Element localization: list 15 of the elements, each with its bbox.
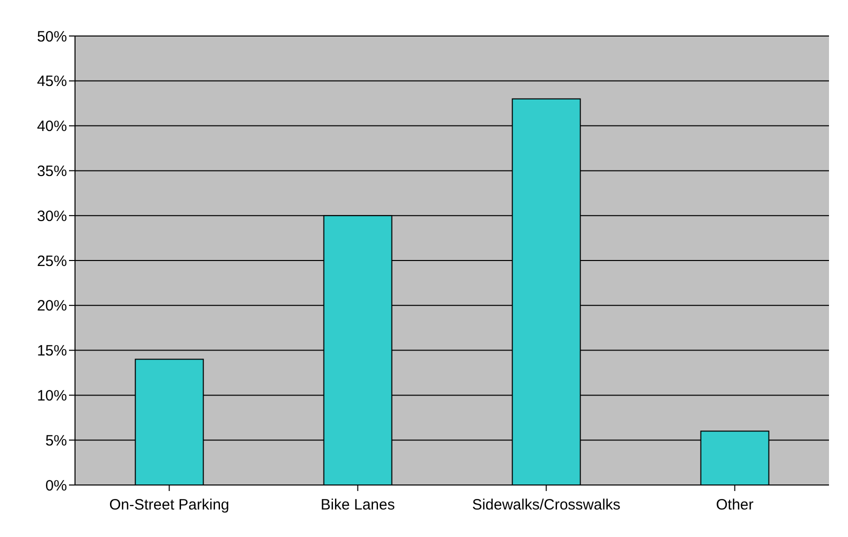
y-tick-label: 50% (36, 28, 67, 46)
y-tick-label: 20% (36, 298, 67, 315)
y-tick-label: 25% (36, 252, 67, 270)
y-tick-label: 0% (45, 477, 67, 494)
y-tick-label: 40% (36, 118, 67, 136)
y-tick-label: 15% (36, 342, 67, 360)
y-tick-label: 5% (45, 432, 67, 450)
x-tick-label: Sidewalks/Crosswalks (472, 496, 620, 514)
x-tick-label: On-Street Parking (109, 496, 230, 514)
y-tick-label: 30% (36, 208, 67, 225)
x-tick-label: Bike Lanes (320, 496, 395, 514)
y-tick-label: 45% (36, 73, 67, 90)
y-tick-label: 10% (36, 388, 67, 405)
y-tick-label: 35% (36, 163, 67, 180)
x-tick-label: Other (716, 496, 754, 514)
